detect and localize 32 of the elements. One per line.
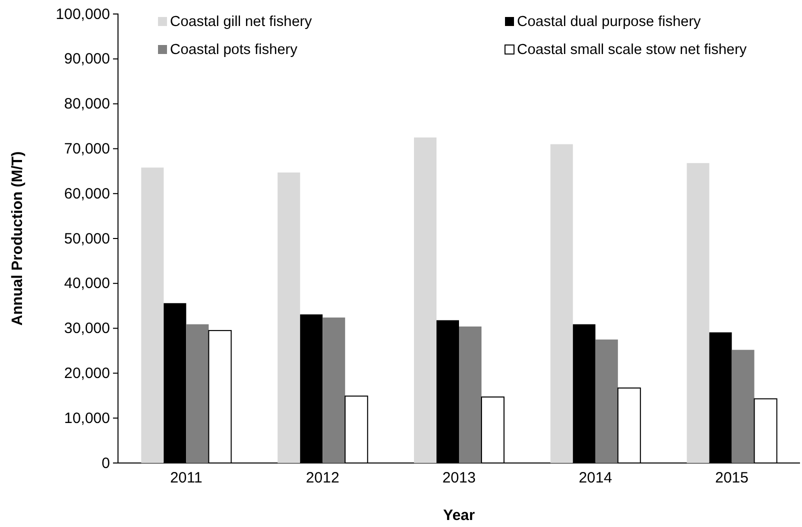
y-tick-label: 60,000 [64, 185, 110, 202]
bar [141, 168, 164, 463]
bar [686, 163, 710, 463]
bar [732, 350, 754, 463]
y-axis-title: Annual Production (M/T) [9, 151, 26, 326]
bar [186, 324, 209, 463]
y-tick-label: 0 [102, 454, 110, 472]
y-tick-label: 50,000 [64, 230, 110, 248]
x-tick-label: 2013 [442, 470, 476, 486]
bar [550, 144, 573, 463]
y-tick-label: 100,000 [56, 6, 110, 23]
y-tick-label: 80,000 [64, 96, 110, 113]
y-tick-label: 40,000 [64, 275, 110, 292]
y-tick-label: 70,000 [64, 140, 110, 158]
y-tick-label: 90,000 [64, 50, 110, 68]
legend-label: Coastal dual purpose fishery [517, 14, 702, 30]
legend-label: Coastal small scale stow net fishery [517, 42, 748, 58]
x-tick-label: 2012 [306, 470, 340, 486]
x-axis-title: Year [443, 507, 476, 524]
bar [322, 318, 346, 463]
x-tick-label: 2014 [578, 470, 612, 486]
y-tick-label: 10,000 [64, 410, 110, 427]
legend-label: Coastal pots fishery [170, 42, 298, 58]
y-tick-label: 20,000 [64, 365, 110, 382]
bar [278, 172, 300, 463]
y-tick-label: 30,000 [64, 320, 110, 338]
legend-label: Coastal gill net fishery [170, 14, 313, 30]
bar [595, 340, 618, 463]
bar [414, 137, 436, 463]
bar [459, 326, 482, 463]
x-tick-label: 2015 [715, 470, 748, 486]
x-tick-label: 2011 [170, 470, 202, 486]
